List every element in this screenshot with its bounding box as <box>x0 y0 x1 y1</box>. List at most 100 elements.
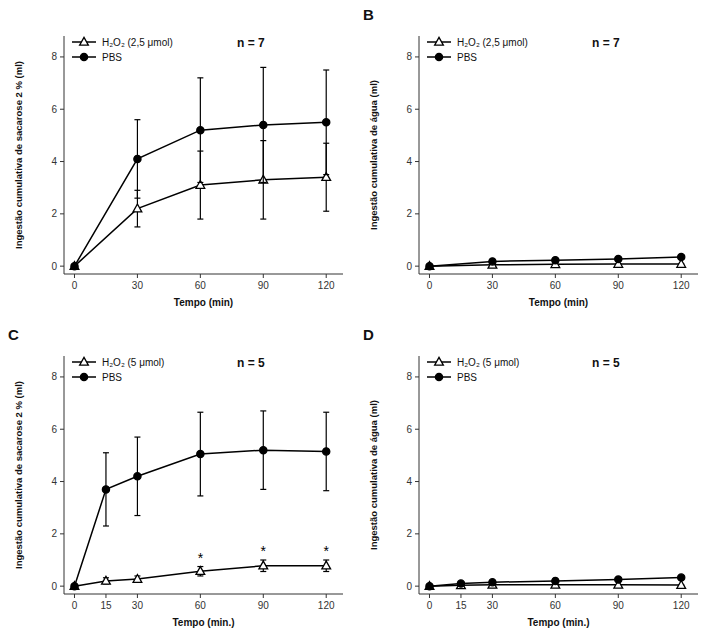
point <box>134 473 141 480</box>
y-axis-label: Ingestão cumulativa de sacarose 2 % (ml) <box>13 61 24 249</box>
point <box>196 567 205 575</box>
y-tick <box>60 213 64 214</box>
point <box>489 579 496 586</box>
error-bar <box>260 67 266 182</box>
error-bar-cap <box>323 211 329 212</box>
point <box>425 582 434 590</box>
x-tick-label: 30 <box>487 600 499 611</box>
error-bar-cap <box>197 218 203 219</box>
panel-label: D <box>363 326 374 343</box>
x-tick <box>492 274 493 278</box>
legend-label: PBS <box>457 52 477 63</box>
y-axis <box>419 356 420 594</box>
y-tick-label: 8 <box>406 51 412 62</box>
legend-marker <box>80 373 87 380</box>
x-tick <box>429 274 430 278</box>
error-bar-cap <box>260 489 266 490</box>
legend-label: H₂O₂ (2,5 μmol) <box>102 37 173 48</box>
x-tick-label: 30 <box>487 280 499 291</box>
point <box>134 155 141 162</box>
point <box>102 486 109 493</box>
point <box>323 119 330 126</box>
series <box>71 411 330 590</box>
point <box>426 263 433 270</box>
error-bar-cap <box>134 515 140 516</box>
x-tick-label: 90 <box>258 280 270 291</box>
error-bar-cap <box>197 77 203 78</box>
x-axis <box>64 274 343 275</box>
x-tick <box>681 274 682 278</box>
series <box>426 253 685 269</box>
error-bar-cap <box>134 198 140 199</box>
y-tick <box>415 481 419 482</box>
error-bar <box>323 70 329 175</box>
x-axis-label: Tempo (min.) <box>527 617 589 628</box>
x-tick <box>263 594 264 598</box>
error-bar-cap <box>134 119 140 120</box>
legend-marker <box>435 53 442 60</box>
y-tick <box>415 533 419 534</box>
panel-label: C <box>8 326 19 343</box>
y-axis-label: Ingestão cumulativa de sacarose 2 % (ml) <box>13 381 24 569</box>
legend-label: H₂O₂ (5 μmol) <box>457 357 519 368</box>
y-axis <box>64 36 65 274</box>
x-tick <box>618 274 619 278</box>
x-tick-label: 15 <box>100 600 112 611</box>
error-bar-cap <box>197 575 203 576</box>
panel: 030609012002468Tempo (min)Ingestão cumul… <box>363 6 698 308</box>
error-bar-cap <box>323 571 329 572</box>
panel-label: B <box>363 6 374 23</box>
n-label: n = 7 <box>237 36 265 50</box>
y-tick-label: 0 <box>406 261 412 272</box>
error-bar-cap <box>197 495 203 496</box>
figure: 030609012002468Tempo (min)Ingestão cumul… <box>0 0 710 641</box>
x-tick <box>74 594 75 598</box>
x-axis <box>419 274 698 275</box>
y-tick-label: 2 <box>406 528 412 539</box>
x-axis-label: Tempo (min.) <box>172 617 234 628</box>
n-label: n = 5 <box>237 356 265 370</box>
y-tick-label: 2 <box>51 208 57 219</box>
x-tick-label: 90 <box>613 600 625 611</box>
x-tick <box>555 274 556 278</box>
x-tick <box>460 594 461 598</box>
x-tick-label: 15 <box>455 600 467 611</box>
y-tick-label: 4 <box>406 156 412 167</box>
x-tick-label: 0 <box>72 280 78 291</box>
y-tick <box>60 109 64 110</box>
point <box>70 582 79 590</box>
x-tick-label: 60 <box>195 600 207 611</box>
significance-marker: * <box>323 543 329 559</box>
x-axis-label: Tempo (min) <box>529 297 588 308</box>
point <box>615 576 622 583</box>
plot-area <box>425 574 685 590</box>
point <box>260 121 267 128</box>
point <box>259 561 268 569</box>
point <box>457 580 464 587</box>
legend-label: PBS <box>102 52 122 63</box>
legend-marker <box>80 357 89 365</box>
series-line <box>429 257 681 266</box>
x-tick <box>681 594 682 598</box>
x-axis-label: Tempo (min) <box>174 297 233 308</box>
y-tick-label: 4 <box>51 156 57 167</box>
y-tick <box>60 376 64 377</box>
x-tick-label: 0 <box>427 600 433 611</box>
x-tick <box>326 274 327 278</box>
error-bar-cap <box>260 218 266 219</box>
y-tick <box>60 161 64 162</box>
error-bar <box>197 412 203 496</box>
point <box>260 447 267 454</box>
error-bar <box>134 120 140 198</box>
legend-label: PBS <box>102 372 122 383</box>
error-bar-cap <box>323 412 329 413</box>
y-tick <box>415 213 419 214</box>
y-tick <box>60 481 64 482</box>
y-tick-label: 6 <box>51 104 57 115</box>
legend: H₂O₂ (2,5 μmol)PBS <box>427 37 528 63</box>
y-tick-label: 6 <box>51 424 57 435</box>
x-tick-label: 120 <box>673 600 690 611</box>
point <box>70 262 79 270</box>
point <box>133 204 142 212</box>
legend-marker <box>435 37 444 45</box>
